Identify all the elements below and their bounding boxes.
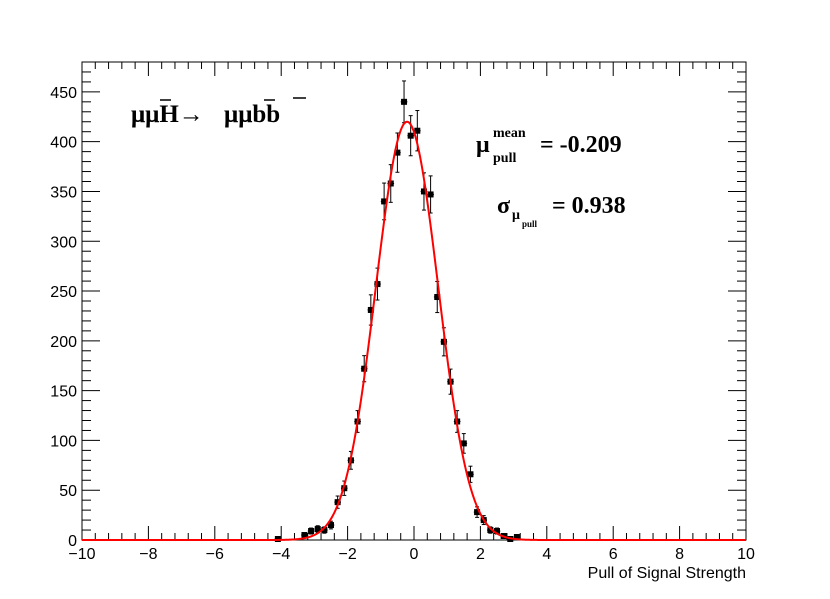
x-tick-label: −4 bbox=[272, 546, 290, 563]
x-tick-label: 10 bbox=[737, 546, 755, 563]
y-tick-label: 400 bbox=[50, 135, 77, 152]
mean-annotation: μ mean pull = -0.209 bbox=[476, 126, 622, 166]
gaussian-fit-curve bbox=[82, 120, 746, 541]
mean-superscript: mean bbox=[493, 126, 526, 141]
data-marker bbox=[420, 188, 427, 195]
data-marker bbox=[487, 527, 494, 534]
sigma-symbol: σ bbox=[497, 193, 510, 219]
x-axis bbox=[81, 526, 747, 540]
data-marker bbox=[474, 509, 481, 516]
y-tick-label: 300 bbox=[50, 234, 77, 251]
x-tick-label: −2 bbox=[338, 546, 356, 563]
sigma-subscript: μ bbox=[512, 208, 520, 223]
data-marker bbox=[467, 471, 474, 478]
data-marker bbox=[374, 281, 381, 288]
x-tick-label: 8 bbox=[675, 546, 684, 563]
data-marker bbox=[308, 528, 315, 535]
data-marker bbox=[394, 149, 401, 156]
y-tick-label: 350 bbox=[50, 184, 77, 201]
data-marker bbox=[440, 338, 447, 345]
x-tick-label: −8 bbox=[139, 546, 157, 563]
process-annotation: μμH→ μμbb bbox=[131, 97, 306, 128]
data-marker bbox=[427, 191, 434, 198]
top-axis-ticks bbox=[81, 62, 747, 76]
y-tick-label: 150 bbox=[50, 384, 77, 401]
data-marker bbox=[434, 294, 441, 301]
x-tick-label: 4 bbox=[542, 546, 551, 563]
data-marker bbox=[361, 365, 368, 372]
right-axis-ticks bbox=[728, 61, 746, 541]
data-marker bbox=[407, 132, 414, 139]
data-marker bbox=[367, 306, 374, 313]
x-axis-title: Pull of Signal Strength bbox=[588, 565, 746, 582]
x-tick-label: 2 bbox=[476, 546, 485, 563]
data-marker bbox=[381, 198, 388, 205]
mean-subscript: pull bbox=[493, 151, 516, 166]
x-tick-label: −6 bbox=[206, 546, 224, 563]
x-tick-label: 6 bbox=[609, 546, 618, 563]
y-tick-label: 100 bbox=[50, 433, 77, 450]
x-tick-labels: −10 −8 −6 −4 −2 0 2 4 6 8 10 bbox=[68, 546, 755, 563]
y-tick-label: 50 bbox=[59, 483, 77, 500]
mean-symbol: μ bbox=[476, 132, 490, 158]
mean-value: = -0.209 bbox=[540, 132, 622, 158]
data-point bbox=[400, 80, 408, 124]
y-axis bbox=[82, 61, 100, 541]
data-marker bbox=[301, 532, 308, 539]
data-point bbox=[307, 527, 315, 535]
data-marker bbox=[414, 127, 421, 134]
x-tick-label: −10 bbox=[68, 546, 95, 563]
process-rhs: μμbb bbox=[224, 101, 280, 128]
svg-text:μμH→ μμbb: μμH→ μμbb bbox=[131, 101, 280, 128]
sigma-annotation: σ μ pull = 0.938 bbox=[497, 193, 626, 229]
y-tick-labels: 0 50 100 150 200 250 300 350 400 450 bbox=[50, 85, 77, 550]
y-tick-label: 450 bbox=[50, 85, 77, 102]
data-marker bbox=[401, 98, 408, 105]
data-marker bbox=[387, 180, 394, 187]
data-marker bbox=[460, 440, 467, 447]
data-marker bbox=[328, 522, 334, 529]
data-point bbox=[427, 175, 434, 214]
y-tick-label: 0 bbox=[68, 533, 77, 550]
data-marker bbox=[513, 534, 520, 541]
data-marker bbox=[334, 499, 341, 506]
sigma-value: = 0.938 bbox=[552, 193, 626, 219]
data-marker bbox=[314, 526, 321, 533]
sigma-subsubscript: pull bbox=[522, 219, 538, 229]
data-point bbox=[407, 115, 414, 157]
process-lhs: μμH→ bbox=[131, 101, 204, 128]
data-marker bbox=[321, 527, 328, 534]
y-tick-label: 200 bbox=[50, 334, 77, 351]
x-tick-label: 0 bbox=[410, 546, 419, 563]
data-marker bbox=[494, 528, 500, 535]
y-tick-label: 250 bbox=[50, 284, 77, 301]
